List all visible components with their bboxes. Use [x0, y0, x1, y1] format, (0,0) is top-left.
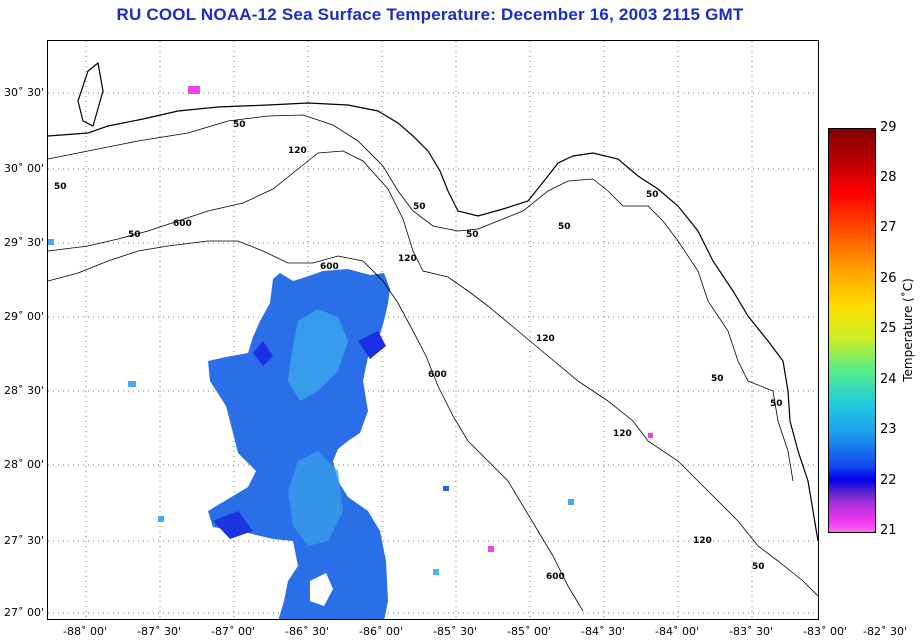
contour-label: 50: [711, 374, 724, 384]
lat-label: 29˚ 00': [4, 310, 45, 323]
contour-label: 120: [693, 536, 712, 546]
contour-label: 120: [613, 429, 632, 439]
map-canvas: 50 120 50 50 50 50 50 50 600 120 600 120…: [48, 41, 818, 619]
sst-map[interactable]: 50 120 50 50 50 50 50 50 600 120 600 120…: [47, 40, 819, 620]
contour-label: 50: [128, 230, 141, 240]
coastline: [48, 61, 818, 542]
contour-label: 50: [558, 222, 571, 232]
contour-label: 50: [466, 230, 479, 240]
contour-label: 50: [646, 190, 659, 200]
contour-label: 120: [398, 254, 417, 264]
colorbar-tick: 28: [880, 170, 897, 185]
lon-label: -83˚ 30': [729, 625, 773, 638]
lon-label: -82˚ 30': [863, 625, 907, 638]
contour-label: 600: [428, 370, 447, 380]
colorbar-tick: 25: [880, 321, 897, 336]
contour-label: 600: [320, 262, 339, 272]
colorbar-tick: 23: [880, 422, 897, 437]
colorbar-tick: 21: [880, 523, 897, 538]
colorbar-tick: 29: [880, 120, 897, 135]
colorbar-tick: 22: [880, 473, 897, 488]
contour-label: 50: [233, 120, 246, 130]
lon-label: -87˚ 00': [211, 625, 255, 638]
map-title: RU COOL NOAA-12 Sea Surface Temperature:…: [116, 5, 744, 24]
contour-label: 120: [288, 146, 307, 156]
contour-label: 50: [752, 562, 765, 572]
lon-label: -87˚ 30': [137, 625, 181, 638]
colorbar-tick: 24: [880, 372, 897, 387]
lon-label: -86˚ 30': [285, 625, 329, 638]
sst-pixels: [48, 86, 653, 619]
lat-label: 30˚ 30': [4, 86, 45, 99]
lat-label: 28˚ 00': [4, 458, 45, 471]
colorbar-title: Temperature (˚C): [901, 278, 915, 382]
lat-label: 29˚ 30': [4, 236, 45, 249]
contour-label: 50: [54, 182, 67, 192]
lat-label: 30˚ 00': [4, 162, 45, 175]
lat-label: 27˚ 30': [4, 534, 45, 547]
depth-contours: [48, 114, 818, 612]
colorbar: [828, 128, 876, 533]
lon-label: -83˚ 00': [803, 625, 847, 638]
contour-labels: 50 120 50 50 50 50 50 50 600 120 600 120…: [54, 120, 783, 582]
contour-label: 600: [546, 572, 565, 582]
graticule: [48, 41, 818, 619]
contour-label: 50: [413, 202, 426, 212]
contour-label: 50: [770, 399, 783, 409]
lon-label: -85˚ 30': [433, 625, 477, 638]
contour-label: 120: [536, 334, 555, 344]
lon-label: -88˚ 00': [63, 625, 107, 638]
colorbar-tick: 26: [880, 271, 897, 286]
contour-label: 600: [173, 219, 192, 229]
lon-label: -84˚ 00': [655, 625, 699, 638]
lon-label: -86˚ 00': [359, 625, 403, 638]
lat-label: 27˚ 00': [4, 606, 45, 619]
lat-label: 28˚ 30': [4, 384, 45, 397]
lon-label: -85˚ 00': [507, 625, 551, 638]
colorbar-tick: 27: [880, 220, 897, 235]
lon-label: -84˚ 30': [581, 625, 625, 638]
